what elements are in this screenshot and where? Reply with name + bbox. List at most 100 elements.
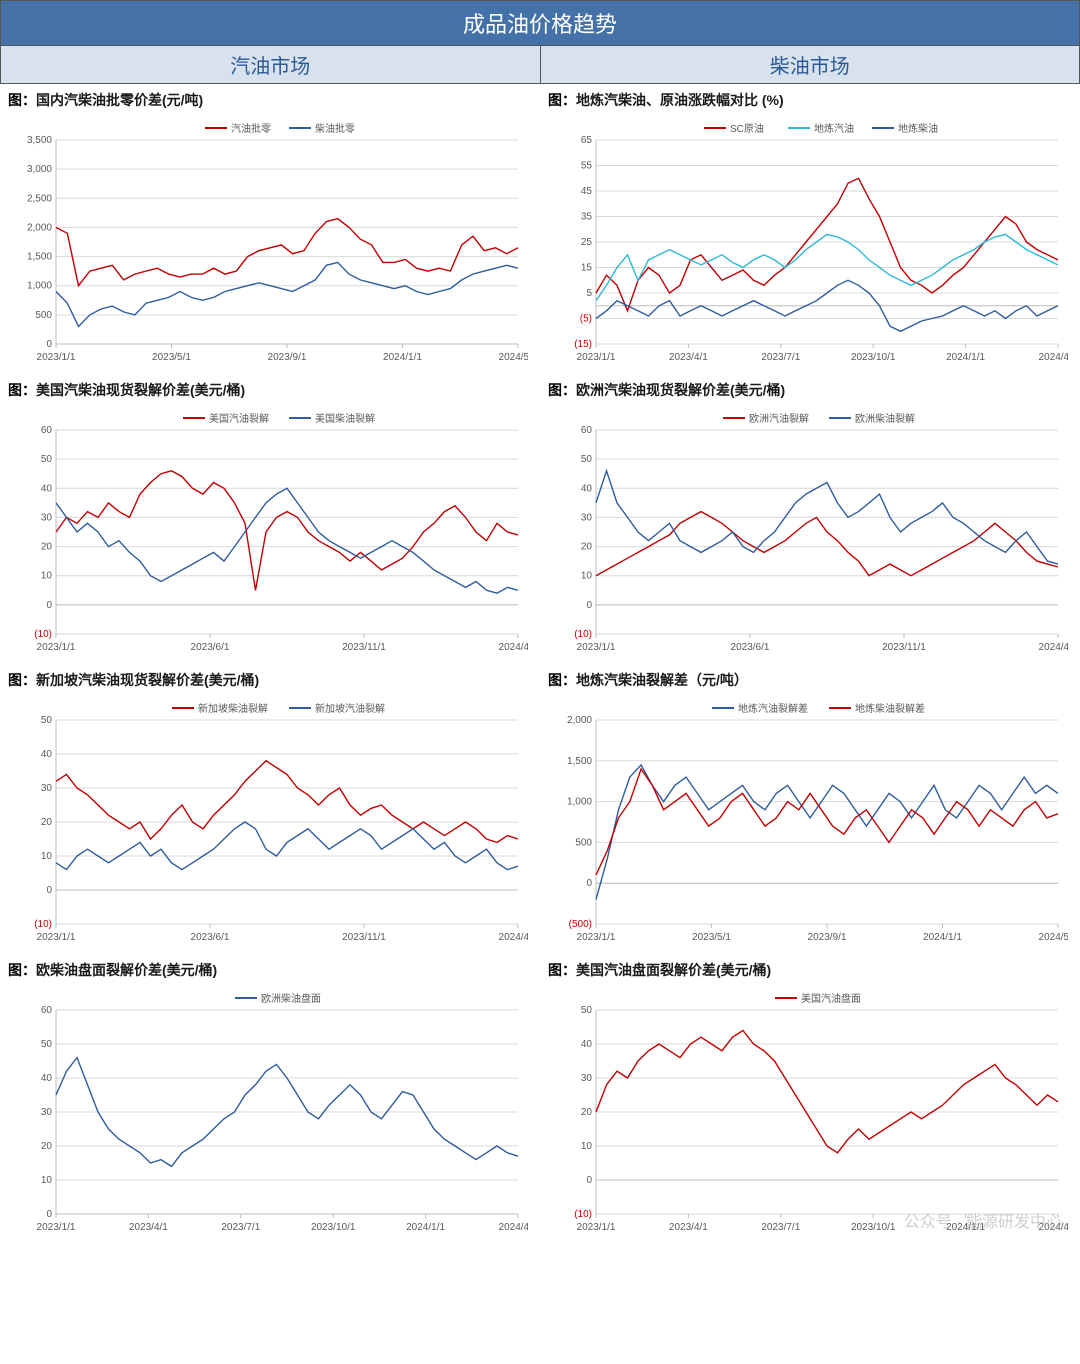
- y-tick-label: 30: [581, 512, 593, 523]
- y-tick-label: 50: [41, 454, 53, 465]
- chart-title: 图：地炼汽柴油裂解差（元/吨）: [548, 670, 1072, 690]
- chart-title: 图：新加坡汽柴油现货裂解价差(美元/桶): [8, 670, 532, 690]
- y-tick-label: 0: [46, 1209, 52, 1220]
- y-tick-label: 25: [581, 237, 593, 248]
- x-tick-label: 2023/6/1: [731, 642, 770, 653]
- chart-svg: (15)(5)51525354555652023/1/12023/4/12023…: [548, 112, 1068, 372]
- x-tick-label: 2023/1/1: [37, 642, 76, 653]
- x-tick-label: 2024/1/1: [406, 1222, 445, 1233]
- x-tick-label: 2023/1/1: [37, 352, 76, 363]
- legend-label: 欧洲柴油裂解: [855, 412, 915, 425]
- sub-header-row: 汽油市场 柴油市场: [0, 46, 1080, 84]
- x-tick-label: 2023/11/1: [342, 932, 386, 943]
- x-tick-label: 2023/1/1: [37, 932, 76, 943]
- series-line-0: [596, 765, 1058, 900]
- y-tick-label: 35: [581, 212, 593, 223]
- chart-title: 图：国内汽柴油批零价差(元/吨): [8, 90, 532, 110]
- legend-label: 美国汽油盘面: [801, 992, 861, 1005]
- y-tick-label: 40: [41, 483, 53, 494]
- y-tick-label: (10): [574, 1209, 592, 1220]
- legend-label: 欧洲柴油盘面: [261, 992, 321, 1005]
- y-tick-label: 30: [41, 783, 53, 794]
- y-tick-label: 65: [581, 135, 593, 146]
- sub-header-right: 柴油市场: [540, 46, 1080, 84]
- legend-label: 地炼汽油: [814, 122, 854, 135]
- chart-title: 图：欧洲汽柴油现货裂解价差(美元/桶): [548, 380, 1072, 400]
- chart-title: 图：美国汽油盘面裂解价差(美元/桶): [548, 960, 1072, 980]
- series-line-1: [56, 262, 518, 326]
- legend-label: 美国汽油裂解: [209, 412, 269, 425]
- y-tick-label: 30: [41, 512, 53, 523]
- x-tick-label: 2023/10/1: [851, 352, 896, 363]
- y-tick-label: 20: [581, 542, 593, 553]
- y-tick-label: 2,000: [27, 222, 52, 233]
- y-tick-label: 40: [41, 749, 53, 760]
- y-tick-label: 1,000: [27, 281, 52, 292]
- y-tick-label: 20: [41, 1141, 53, 1152]
- y-tick-label: 0: [586, 600, 592, 611]
- chart-svg: 01020304050602023/1/12023/4/12023/7/1202…: [8, 982, 528, 1242]
- y-tick-label: 40: [581, 1039, 593, 1050]
- y-tick-label: 0: [46, 600, 52, 611]
- series-line-0: [596, 178, 1058, 310]
- x-tick-label: 2023/9/1: [268, 352, 307, 363]
- legend-label: 新加坡汽油裂解: [315, 702, 385, 715]
- x-tick-label: 2024/4/1: [499, 932, 528, 943]
- y-tick-label: 40: [581, 483, 593, 494]
- x-tick-label: 2024/4/1: [499, 642, 528, 653]
- legend-label: 美国柴油裂解: [315, 412, 375, 425]
- y-tick-label: 60: [41, 425, 53, 436]
- legend-label: 柴油批零: [315, 122, 355, 135]
- chart-cell-7: 图：美国汽油盘面裂解价差(美元/桶) (10)010203040502023/1…: [540, 954, 1080, 1244]
- chart-cell-0: 图：国内汽柴油批零价差(元/吨) 05001,0001,5002,0002,50…: [0, 84, 540, 374]
- x-tick-label: 2024/4/1: [1039, 1222, 1068, 1233]
- y-tick-label: 10: [41, 571, 53, 582]
- chart-cell-1: 图：地炼汽柴油、原油涨跌幅对比 (%) (15)(5)5152535455565…: [540, 84, 1080, 374]
- x-tick-label: 2023/10/1: [851, 1222, 896, 1233]
- x-tick-label: 2023/1/1: [37, 1222, 76, 1233]
- y-tick-label: 10: [41, 1175, 53, 1186]
- series-line-1: [56, 488, 518, 593]
- chart-title: 图：地炼汽柴油、原油涨跌幅对比 (%): [548, 90, 1072, 110]
- x-tick-label: 2024/4/1: [1039, 642, 1068, 653]
- legend-label: 汽油批零: [231, 122, 271, 135]
- x-tick-label: 2024/1/1: [946, 352, 985, 363]
- chart-svg: (10)010203040502023/1/12023/4/12023/7/12…: [548, 982, 1068, 1242]
- chart-svg: 05001,0001,5002,0002,5003,0003,5002023/1…: [8, 112, 528, 372]
- chart-svg: (10)01020304050602023/1/12023/6/12023/11…: [8, 402, 528, 662]
- y-tick-label: 1,500: [567, 756, 592, 767]
- y-tick-label: 60: [41, 1005, 53, 1016]
- y-tick-label: 45: [581, 186, 593, 197]
- y-tick-label: 2,000: [567, 715, 592, 726]
- y-tick-label: (15): [574, 339, 592, 350]
- x-tick-label: 2023/11/1: [342, 642, 386, 653]
- y-tick-label: 40: [41, 1073, 53, 1084]
- chart-cell-5: 图：地炼汽柴油裂解差（元/吨） (500)05001,0001,5002,000…: [540, 664, 1080, 954]
- x-tick-label: 2023/7/1: [221, 1222, 260, 1233]
- y-tick-label: 60: [581, 425, 593, 436]
- y-tick-label: 10: [581, 571, 593, 582]
- y-tick-label: 1,000: [567, 797, 592, 808]
- x-tick-label: 2023/1/1: [577, 642, 616, 653]
- x-tick-label: 2023/5/1: [692, 932, 731, 943]
- x-tick-label: 2024/1/1: [946, 1222, 985, 1233]
- series-line-0: [56, 219, 518, 286]
- x-tick-label: 2023/1/1: [577, 1222, 616, 1233]
- x-tick-label: 2023/9/1: [808, 932, 847, 943]
- y-tick-label: 1,500: [27, 252, 52, 263]
- y-tick-label: (10): [34, 629, 52, 640]
- y-tick-label: 500: [35, 310, 52, 321]
- y-tick-label: 2,500: [27, 193, 52, 204]
- y-tick-label: 500: [575, 837, 592, 848]
- chart-svg: (500)05001,0001,5002,0002023/1/12023/5/1…: [548, 692, 1068, 952]
- y-tick-label: 30: [41, 1107, 53, 1118]
- legend-label: 地炼汽油裂解差: [738, 702, 808, 715]
- y-tick-label: 20: [41, 542, 53, 553]
- y-tick-label: 3,000: [27, 164, 52, 175]
- y-tick-label: (5): [580, 314, 592, 325]
- y-tick-label: 20: [581, 1107, 593, 1118]
- series-line-0: [56, 761, 518, 843]
- x-tick-label: 2023/7/1: [761, 1222, 800, 1233]
- x-tick-label: 2023/10/1: [311, 1222, 356, 1233]
- x-tick-label: 2024/4/1: [1039, 352, 1068, 363]
